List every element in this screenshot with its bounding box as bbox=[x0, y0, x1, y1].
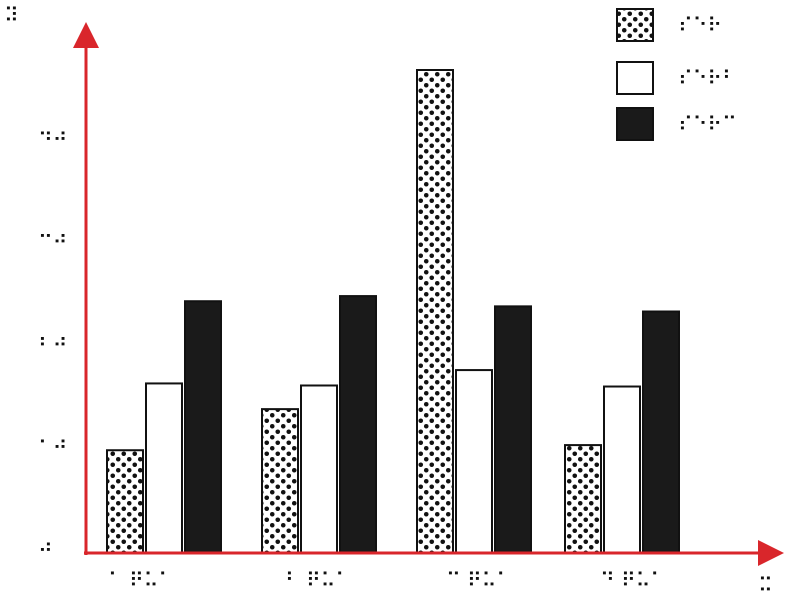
x-category-label-3: ⠙ ⠟⠥⠁ bbox=[600, 568, 665, 592]
y-tick-label-2: ⠃⠚ bbox=[38, 333, 67, 357]
x-category-label-0: ⠁ ⠟⠥⠁ bbox=[108, 568, 173, 592]
y-axis-end-label: ⠽ bbox=[4, 3, 19, 27]
bar-white-1 bbox=[300, 384, 338, 554]
y-axis-arrow bbox=[73, 22, 99, 48]
y-tick-label-3: ⠉⠚ bbox=[38, 231, 67, 255]
y-tick-label-4: ⠙⠚ bbox=[38, 128, 67, 152]
x-axis-end-label: ⠭ bbox=[758, 573, 773, 597]
bar-white-3 bbox=[603, 385, 641, 554]
bar-black-1 bbox=[339, 295, 377, 554]
bar-black-2 bbox=[494, 305, 532, 554]
x-category-label-1: ⠃ ⠟⠥⠁ bbox=[285, 568, 350, 592]
y-tick-label-0: ⠚ bbox=[38, 539, 53, 563]
y-tick-label-1: ⠁⠚ bbox=[38, 436, 67, 460]
bar-black-3 bbox=[642, 310, 680, 554]
legend-label-1: ⠎⠑⠗⠃ bbox=[678, 66, 737, 90]
bar-dots-3 bbox=[564, 444, 602, 554]
bar-black-0 bbox=[184, 300, 222, 555]
x-axis-arrow bbox=[758, 540, 784, 566]
legend-label-2: ⠎⠑⠗⠉ bbox=[678, 112, 737, 136]
bar-dots-1 bbox=[261, 408, 299, 554]
bar-white-2 bbox=[455, 369, 493, 554]
bar-white-0 bbox=[145, 382, 183, 554]
bar-dots-0 bbox=[106, 449, 144, 554]
legend-swatch-dots bbox=[616, 8, 654, 42]
x-category-label-2: ⠉ ⠟⠥⠁ bbox=[446, 568, 511, 592]
legend-label-0: ⠎⠑⠗ bbox=[678, 13, 722, 37]
bar-dots-2 bbox=[416, 69, 454, 554]
legend-swatch-black bbox=[616, 107, 654, 141]
legend-swatch-white bbox=[616, 61, 654, 95]
